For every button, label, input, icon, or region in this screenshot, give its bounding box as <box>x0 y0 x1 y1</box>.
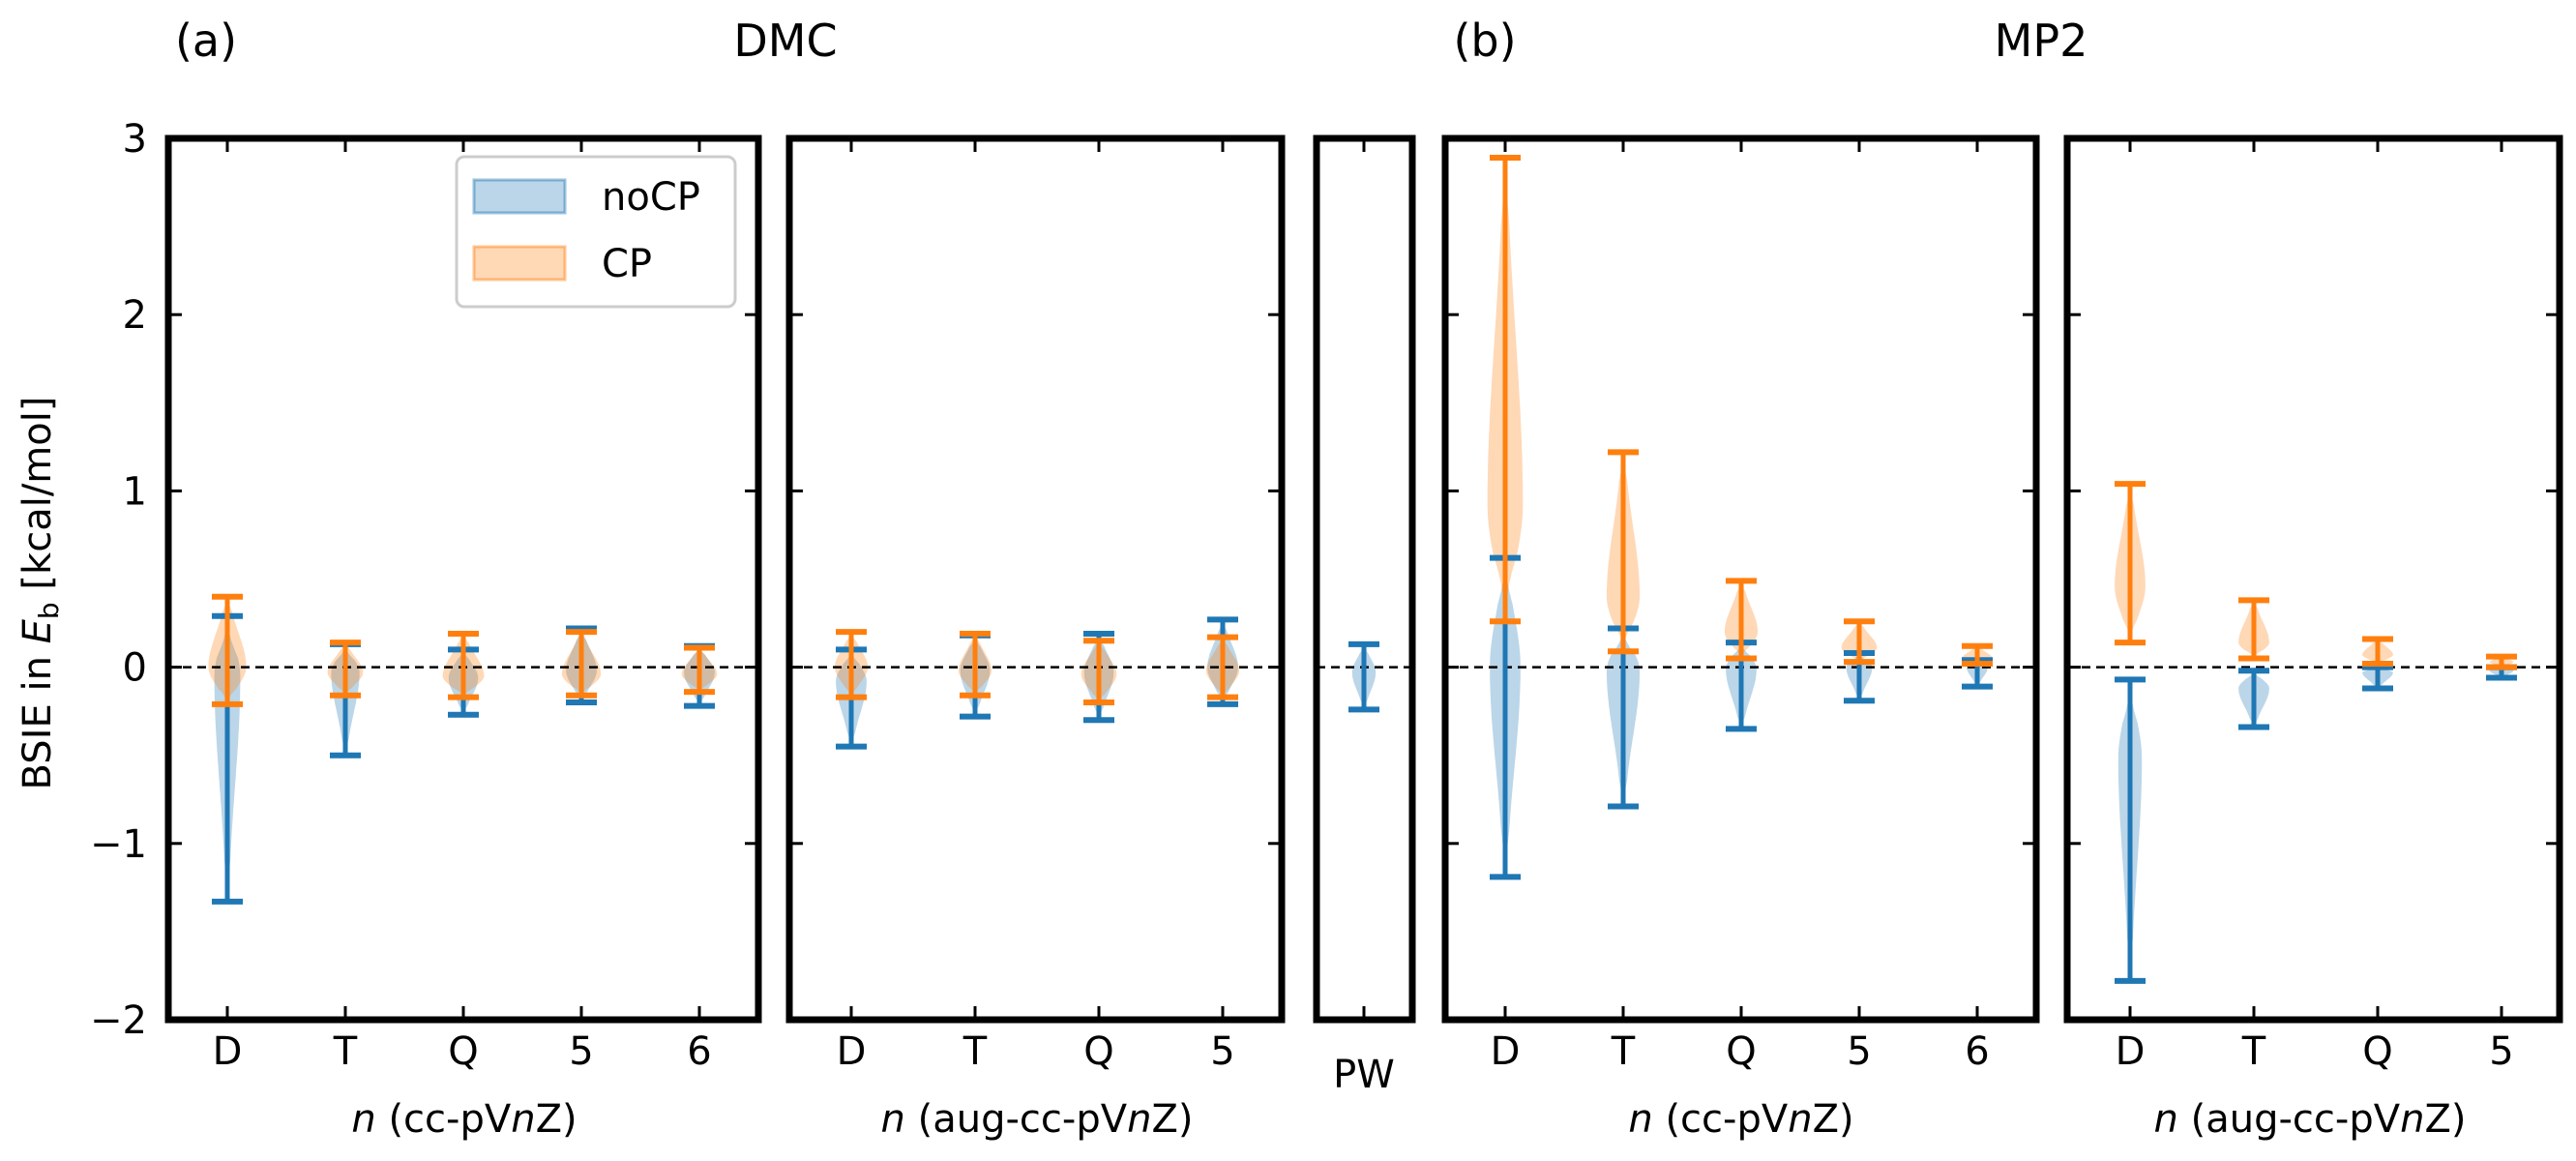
x-label-n2: n <box>2400 1097 2424 1142</box>
panel-frame <box>785 134 1286 1024</box>
legend-swatch-cp <box>472 245 567 282</box>
panel-b-letter: (b) <box>1453 15 1516 67</box>
x-tick-label-Q: Q <box>448 1029 478 1074</box>
x-label-n: n <box>351 1097 375 1142</box>
x-tick-label-5: 5 <box>1847 1029 1871 1074</box>
x-tick-label-6: 6 <box>1965 1029 1989 1074</box>
x-tick-label-Q: Q <box>1726 1029 1756 1074</box>
x-label-pre: (cc-pV <box>1653 1097 1789 1142</box>
x-tick-label-Q: Q <box>2362 1029 2392 1074</box>
x-label-post: Z) <box>536 1097 577 1142</box>
x-tick-label-D: D <box>1491 1029 1521 1074</box>
legend-label-cp: CP <box>602 242 652 286</box>
x-axis-label-dmc-cc: n (cc-pVnZ) <box>351 1097 577 1142</box>
x-label-post: Z) <box>2424 1097 2466 1142</box>
x-tick-label-6: 6 <box>687 1029 711 1074</box>
y-axis-label: BSIE in Eb [kcal/mol] <box>15 397 65 790</box>
x-label-n: n <box>1628 1097 1652 1142</box>
x-label-post: Z) <box>1151 1097 1193 1142</box>
y-tick-label: −1 <box>90 822 147 867</box>
panel-a-method: DMC <box>733 15 837 67</box>
x-label-n2: n <box>511 1097 535 1142</box>
y-axis-label-suffix: [kcal/mol] <box>15 397 60 603</box>
legend: noCP CP <box>455 155 737 309</box>
x-tick-label-Q: Q <box>1083 1029 1113 1074</box>
x-label-n: n <box>2154 1097 2178 1142</box>
x-label-n: n <box>881 1097 905 1142</box>
x-label-pre: (cc-pV <box>376 1097 512 1142</box>
x-tick-label-D: D <box>213 1029 243 1074</box>
y-tick-label: 2 <box>123 293 147 338</box>
legend-swatch-nocp <box>472 178 567 215</box>
y-axis-label-sub: b <box>33 602 65 619</box>
x-tick-label-D: D <box>837 1029 867 1074</box>
x-tick-label-5: 5 <box>1210 1029 1234 1074</box>
violins-layer <box>168 155 2560 984</box>
y-tick-label: 3 <box>123 117 147 162</box>
panel-frame <box>2063 134 2563 1024</box>
x-axis-label-mp2-cc: n (cc-pVnZ) <box>1628 1097 1853 1142</box>
y-tick-label: −2 <box>90 998 147 1043</box>
panel-b-method: MP2 <box>1995 15 2088 67</box>
x-tick-label-T: T <box>2241 1029 2266 1074</box>
x-label-post: Z) <box>1813 1097 1854 1142</box>
y-tick-label: 1 <box>123 469 147 514</box>
panel-frame <box>1313 134 1416 1024</box>
x-label-pre: (aug-cc-pV <box>905 1097 1128 1142</box>
y-axis-label-prefix: BSIE in <box>15 643 60 789</box>
panel-a-letter: (a) <box>175 15 237 67</box>
y-tick-label: 0 <box>123 646 147 691</box>
axes-layer: D T Q 5 6 D T Q 5 PW D T Q 5 6 D T Q 5 −2 −1 0 1 2 3 <box>90 117 2563 1097</box>
x-axis-label-mp2-aug: n (aug-cc-pVnZ) <box>2154 1097 2467 1142</box>
x-tick-label-T: T <box>333 1029 358 1074</box>
x-tick-label-T: T <box>962 1029 988 1074</box>
x-tick-label-5: 5 <box>569 1029 593 1074</box>
x-tick-label-PW: PW <box>1333 1053 1395 1097</box>
x-tick-label-T: T <box>1611 1029 1636 1074</box>
legend-box <box>455 155 737 309</box>
x-axis-label-dmc-aug: n (aug-cc-pVnZ) <box>881 1097 1194 1142</box>
x-label-n2: n <box>1127 1097 1151 1142</box>
x-label-pre: (aug-cc-pV <box>2178 1097 2401 1142</box>
x-label-n2: n <box>1788 1097 1812 1142</box>
legend-label-nocp: noCP <box>602 175 700 220</box>
y-axis-label-var: E <box>15 618 60 643</box>
x-tick-label-5: 5 <box>2489 1029 2513 1074</box>
x-tick-label-D: D <box>2116 1029 2146 1074</box>
